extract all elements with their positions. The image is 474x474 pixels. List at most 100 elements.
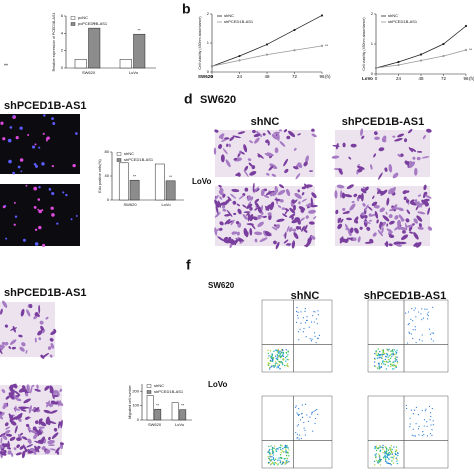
cell <box>72 163 76 168</box>
cell <box>397 219 401 227</box>
cell <box>25 184 28 187</box>
event <box>423 425 425 427</box>
line <box>211 45 323 67</box>
cell <box>341 192 346 199</box>
cell <box>221 204 226 209</box>
event <box>306 414 308 416</box>
cell <box>283 129 288 133</box>
cell <box>368 213 372 217</box>
point <box>320 44 324 48</box>
event <box>377 353 380 355</box>
event <box>390 353 393 355</box>
cell <box>214 194 219 200</box>
event <box>390 456 392 458</box>
cell <box>250 222 256 230</box>
cell <box>359 226 363 230</box>
event <box>383 360 386 363</box>
cell <box>260 188 265 197</box>
event <box>268 457 270 459</box>
event <box>376 367 379 369</box>
y-tick-label: 40 <box>105 173 110 178</box>
cell <box>14 390 21 396</box>
cell <box>275 224 281 229</box>
cell <box>264 152 271 157</box>
cell <box>55 390 60 397</box>
event <box>298 438 300 440</box>
event <box>395 453 397 456</box>
event <box>268 461 270 464</box>
legend-label: shNC <box>224 13 234 18</box>
event <box>395 351 398 354</box>
cell <box>310 235 316 240</box>
cell <box>363 220 371 224</box>
event <box>304 434 306 436</box>
event <box>269 456 271 458</box>
event <box>395 351 397 353</box>
cell <box>225 159 231 168</box>
cell <box>349 203 356 211</box>
cell <box>15 136 19 140</box>
cell <box>289 207 296 214</box>
event <box>317 337 319 339</box>
cell <box>38 304 41 314</box>
event <box>392 458 395 460</box>
cell <box>34 337 37 343</box>
event <box>300 311 302 313</box>
event <box>395 359 398 361</box>
event <box>304 322 307 324</box>
event <box>280 451 282 454</box>
line <box>375 49 467 69</box>
event <box>431 407 433 410</box>
event <box>395 457 397 459</box>
event <box>380 354 382 356</box>
cell <box>277 205 282 209</box>
micrograph <box>0 114 80 174</box>
event <box>429 419 431 421</box>
cell <box>354 227 359 234</box>
event <box>393 455 395 457</box>
event <box>271 448 273 451</box>
event <box>283 358 285 361</box>
event <box>394 356 397 358</box>
cell <box>25 349 28 354</box>
event <box>310 321 313 323</box>
cell <box>254 231 263 236</box>
event <box>378 456 381 458</box>
legend-label: shPCED1B-AS1 <box>388 19 418 24</box>
cell <box>49 448 57 451</box>
cell <box>379 207 385 213</box>
event <box>409 332 411 334</box>
cell <box>218 144 223 150</box>
event <box>396 362 399 364</box>
cell <box>19 126 23 130</box>
event <box>389 360 391 362</box>
y-axis-label: Migrated cell number <box>128 384 132 418</box>
cell <box>366 226 371 231</box>
event <box>414 435 417 437</box>
event <box>267 364 270 366</box>
cell <box>215 205 219 215</box>
event <box>375 352 377 354</box>
legend-swatch <box>116 152 122 156</box>
event <box>379 449 382 452</box>
event <box>377 462 379 464</box>
cell <box>347 228 352 237</box>
event <box>284 445 287 447</box>
cell <box>393 241 402 245</box>
significance: ** <box>133 173 137 178</box>
event <box>286 452 288 454</box>
event <box>393 349 396 351</box>
event <box>318 334 320 336</box>
cell <box>349 227 354 234</box>
cell <box>337 217 342 224</box>
cell <box>342 211 350 215</box>
event <box>313 410 315 412</box>
cell <box>13 447 17 451</box>
cell <box>346 217 353 221</box>
cell <box>286 135 291 140</box>
cell <box>339 190 343 199</box>
event <box>279 454 282 456</box>
cell <box>283 239 289 244</box>
cell <box>421 199 428 205</box>
